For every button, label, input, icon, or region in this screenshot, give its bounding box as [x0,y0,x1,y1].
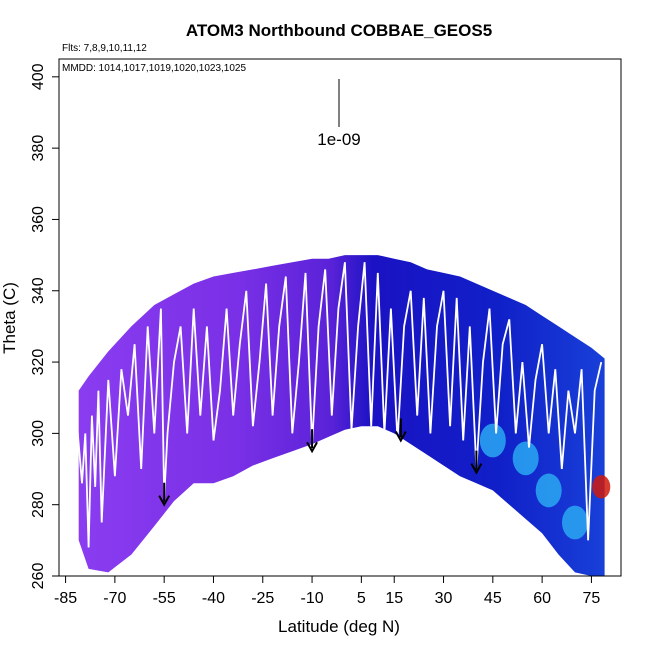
x-tick-label-9: 45 [484,590,502,607]
arrows [158,418,483,507]
x-tick-label-11: 75 [583,590,601,607]
y-tick-label-7: 400 [30,63,47,90]
hotspot-1 [512,441,539,476]
hotspots [479,423,611,540]
x-tick-label-7: 15 [385,590,403,607]
arrow-1 [306,429,318,454]
arrow-0 [158,482,171,507]
y-tick-label-4: 340 [30,277,47,304]
hotspot-0 [479,423,506,458]
y-tick-label-1: 280 [30,491,47,518]
flight-track [74,262,603,548]
chart-subtitle-dates: MMDD: 1014,1017,1019,1020,1023,1025 [62,63,246,74]
x-tick-label-4: -25 [251,590,274,607]
x-tick-label-10: 60 [533,590,551,607]
plot-frame [58,58,622,577]
x-tick-label-1: -70 [103,590,126,607]
hotspot-4 [592,475,611,499]
y-tick-label-2: 300 [30,420,47,447]
y-tick-label-0: 260 [30,563,47,590]
arrow-3 [470,450,483,475]
chart-title: ATOM3 Northbound COBBAE_GEOS5 [186,21,492,40]
y-tick-label-3: 320 [30,349,47,376]
plot-area [74,255,611,576]
y-axis: 260 280 300 320 340 360 380 400 [30,63,59,589]
hotspot-3 [561,505,588,540]
hotspot-2 [535,473,562,508]
curtain-envelope [78,255,605,576]
x-tick-label-3: -40 [202,590,225,607]
x-tick-label-0: -85 [54,590,77,607]
y-tick-label-6: 380 [30,135,47,162]
y-tick-label-5: 360 [30,206,47,233]
x-axis: -85 -70 -55 -40 -25 -10 5 15 30 45 60 75 [54,576,600,607]
x-tick-label-8: 30 [435,590,453,607]
y-axis-label: Theta (C) [0,282,19,354]
legend-annotation: 1e-09 [317,130,360,149]
x-tick-label-5: -10 [301,590,324,607]
chart-subtitle-flights: Flts: 7,8,9,10,11,12 [62,43,147,54]
x-tick-label-2: -55 [153,590,176,607]
arrow-2 [394,418,407,443]
x-tick-label-6: 5 [357,590,366,607]
x-axis-label: Latitude (deg N) [278,617,400,636]
